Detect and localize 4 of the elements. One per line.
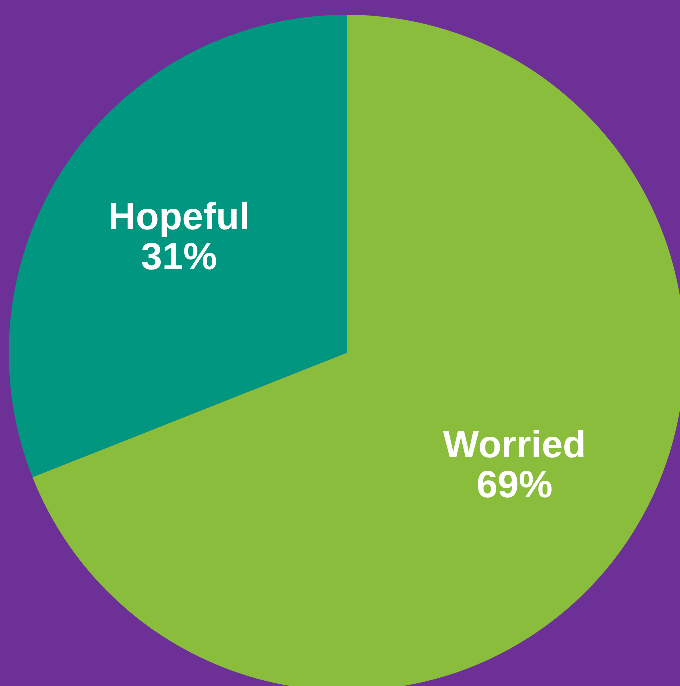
slice-label: Worried — [443, 424, 586, 466]
data-label: 31% — [141, 236, 218, 278]
slice-label: Hopeful — [108, 196, 250, 238]
data-label: 69% — [476, 464, 553, 506]
